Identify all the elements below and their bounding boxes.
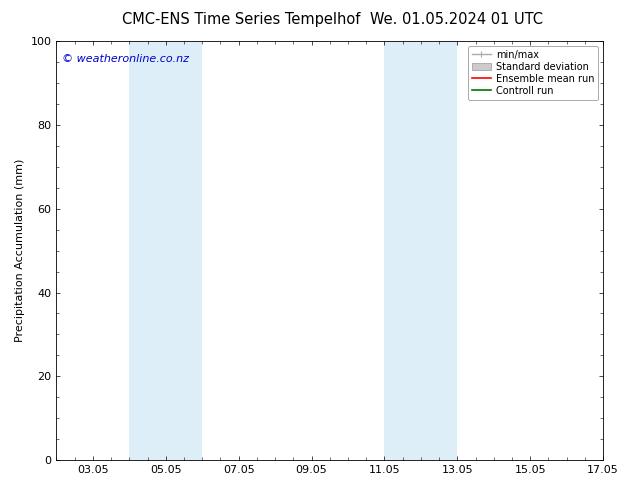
Bar xyxy=(129,41,202,460)
Bar xyxy=(384,41,457,460)
Y-axis label: Precipitation Accumulation (mm): Precipitation Accumulation (mm) xyxy=(15,159,25,343)
Text: © weatheronline.co.nz: © weatheronline.co.nz xyxy=(62,53,189,64)
Legend: min/max, Standard deviation, Ensemble mean run, Controll run: min/max, Standard deviation, Ensemble me… xyxy=(468,46,598,99)
Text: We. 01.05.2024 01 UTC: We. 01.05.2024 01 UTC xyxy=(370,12,543,27)
Text: CMC-ENS Time Series Tempelhof: CMC-ENS Time Series Tempelhof xyxy=(122,12,360,27)
